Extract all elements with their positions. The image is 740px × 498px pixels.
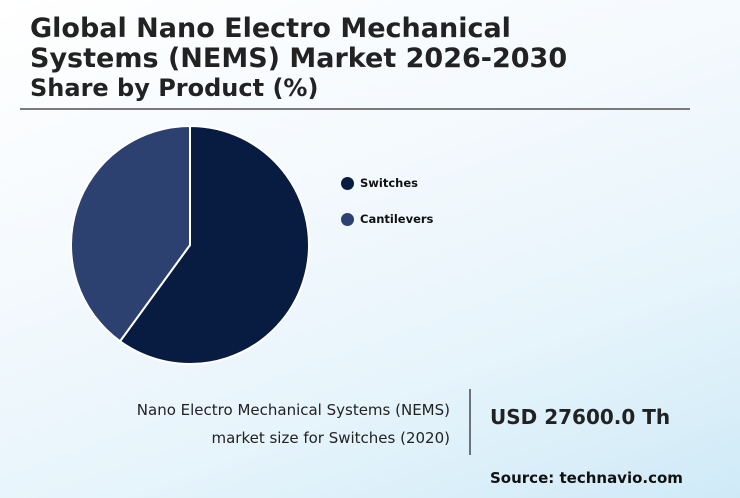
chart-title: Global Nano Electro Mechanical Systems (… [30,14,567,74]
stat-desc-line-2: market size for Switches (2020) [211,429,450,447]
source-label: Source: technavio.com [490,469,683,487]
stat-separator [469,389,471,455]
legend-label: Switches [360,176,418,190]
title-line-1: Global Nano Electro Mechanical [30,13,511,44]
title-line-2: Systems (NEMS) Market 2026-2030 [30,43,568,74]
pie-slice-switches [118,124,310,365]
pie-chart [70,124,310,365]
stat-description: Nano Electro Mechanical Systems (NEMS) m… [137,396,450,452]
stat-desc-line-1: Nano Electro Mechanical Systems (NEMS) [136,401,450,419]
legend-label: Cantilevers [360,212,434,226]
legend-swatch-switches [341,176,354,190]
legend: Switches Cantilevers [341,174,433,246]
header-divider [20,108,690,110]
chart-subtitle: Share by Product (%) [30,74,319,102]
pie-slice-cantilevers [70,124,191,343]
legend-item-switches: Switches [341,174,433,192]
legend-swatch-cantilevers [341,212,354,226]
legend-item-cantilevers: Cantilevers [341,210,433,228]
stat-value: USD 27600.0 Th [490,405,671,429]
